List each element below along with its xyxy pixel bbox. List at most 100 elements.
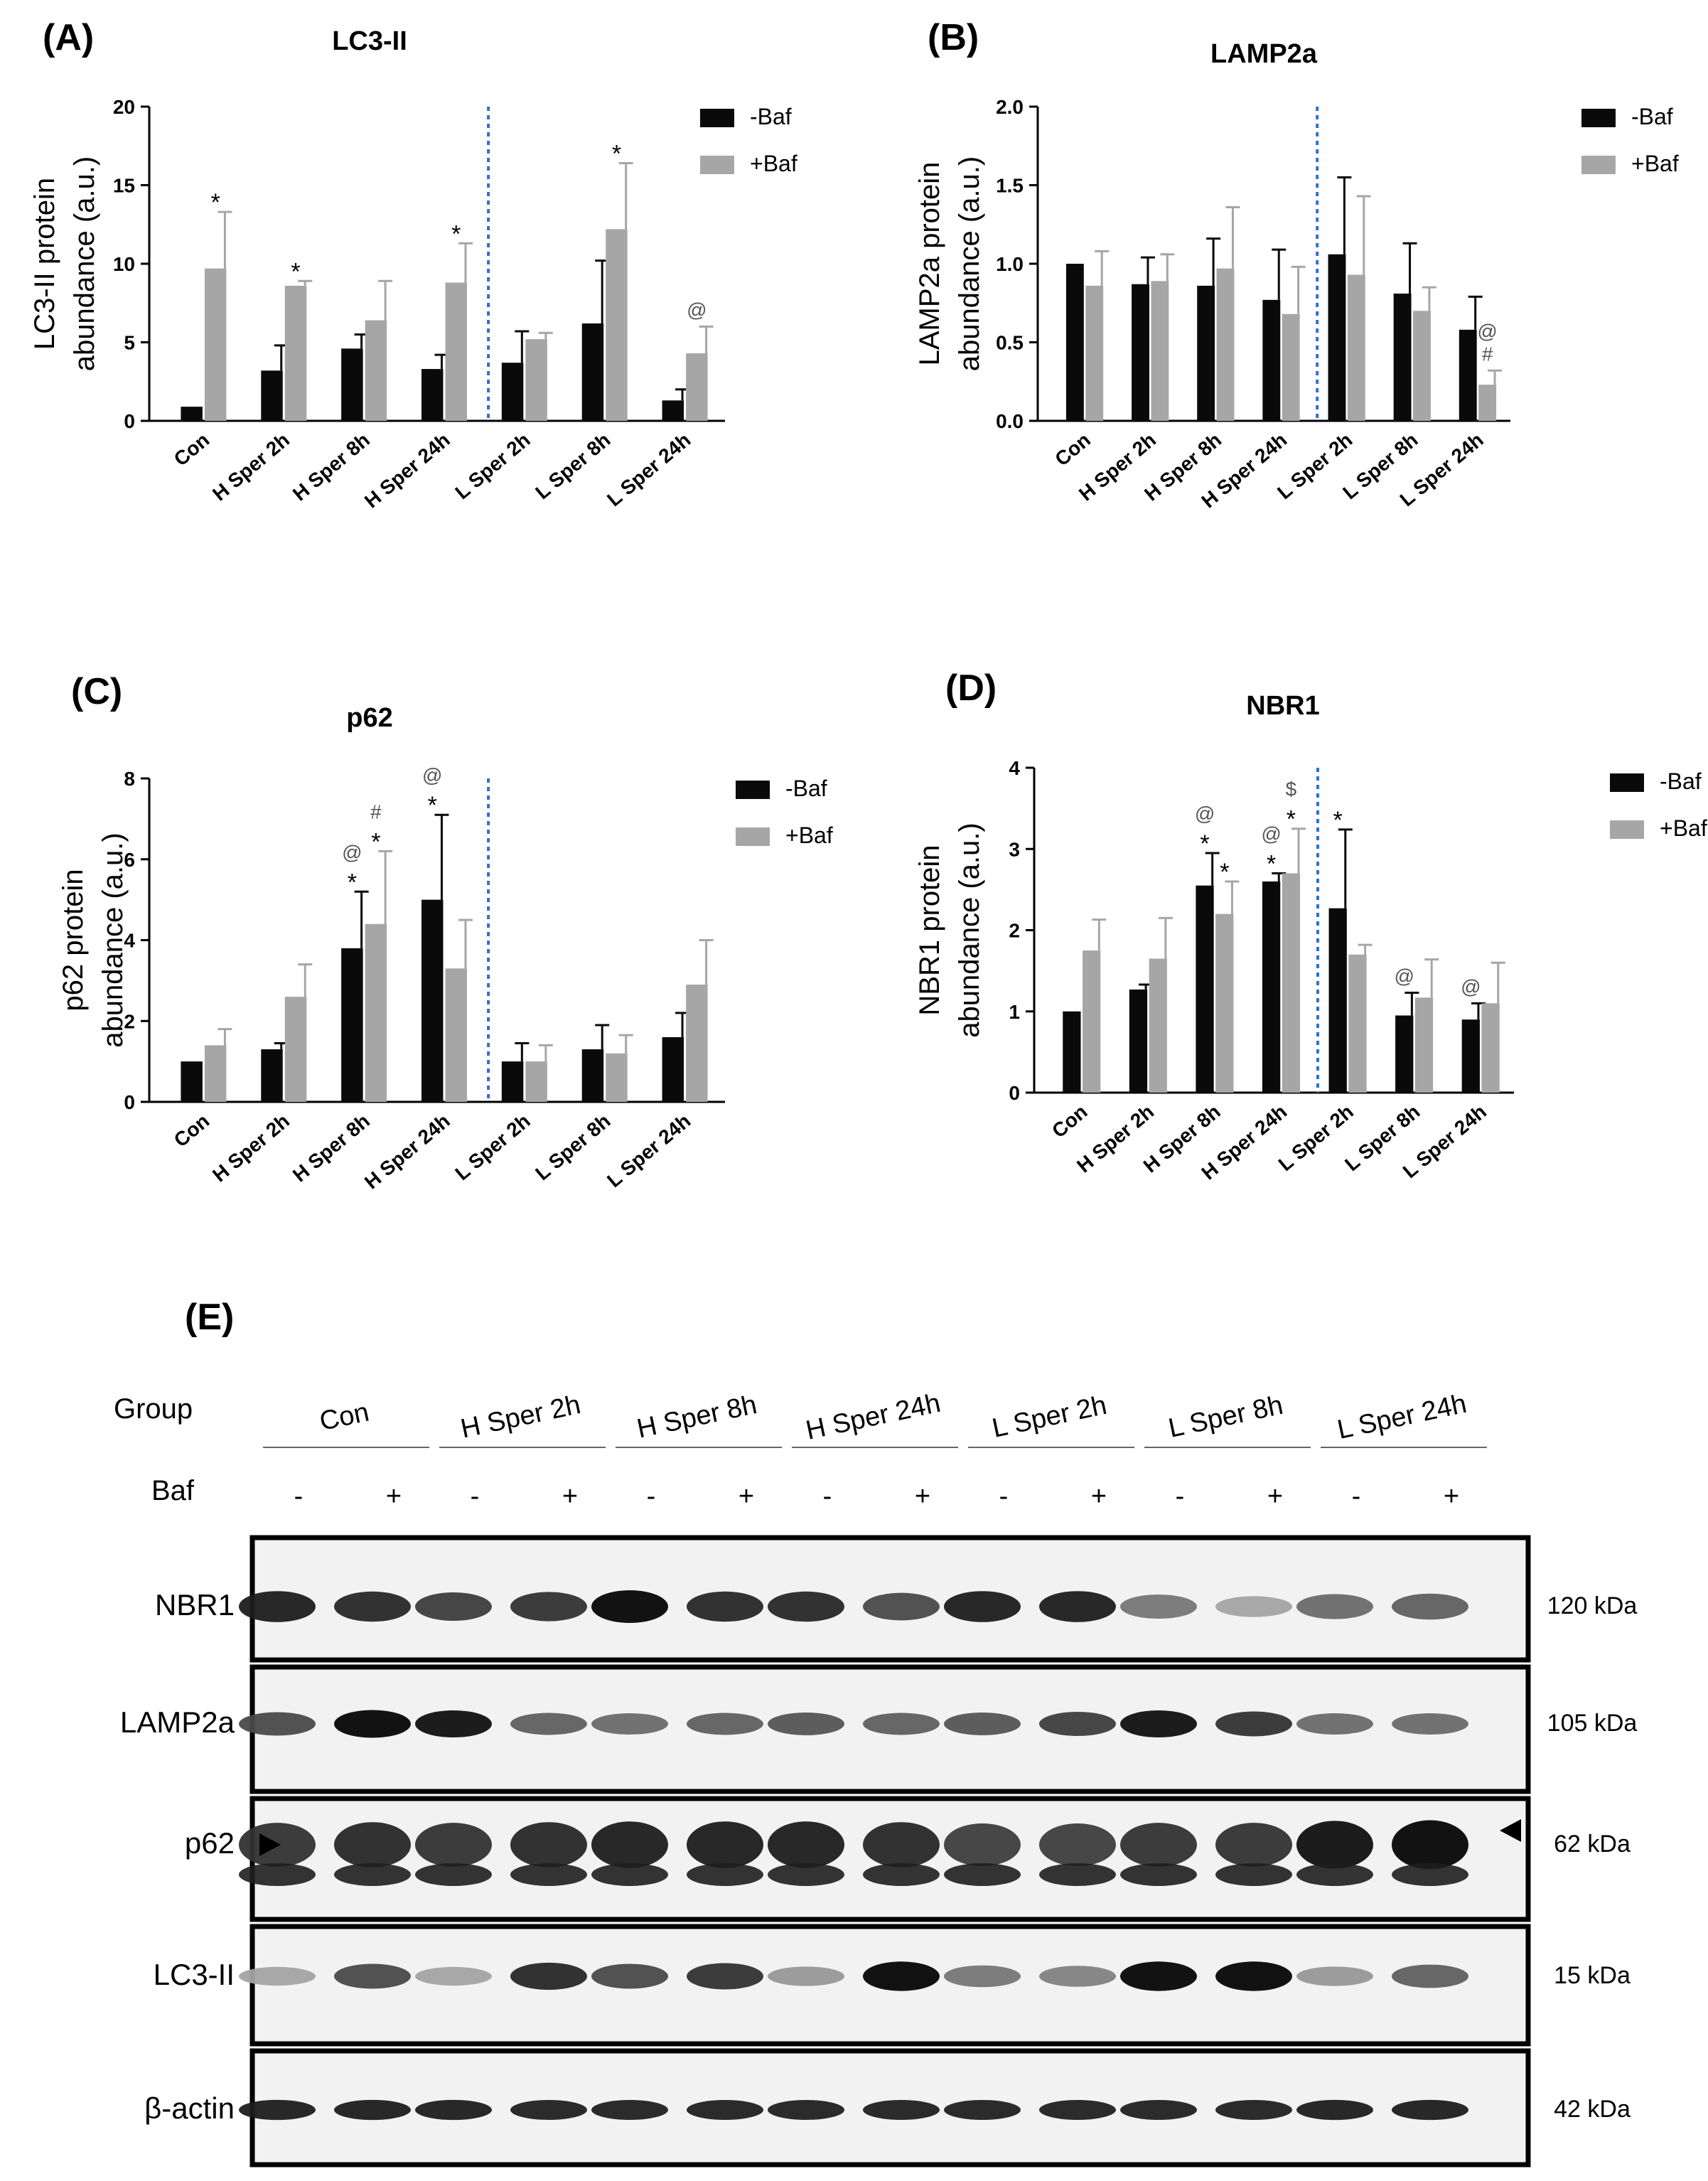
legend-label-plus-baf: +Baf (1660, 815, 1707, 841)
blot-band (944, 1965, 1021, 1988)
significance-mark: * (451, 220, 461, 247)
blot-band (1296, 1821, 1373, 1869)
blot-group-label: H Sper 24h (803, 1388, 943, 1446)
blot-group-label: H Sper 8h (634, 1390, 759, 1445)
blot-band (863, 1592, 940, 1621)
blot-band-lower (239, 1863, 316, 1886)
blot-band (1039, 2099, 1116, 2121)
blot-band (863, 1713, 940, 1735)
western-blot-panel: (E) Group Baf Con H Sper 2h H Sper 8h H Sper 2… (114, 1297, 1638, 2167)
x-tick-label: L Sper 2h (451, 429, 534, 503)
blot-band (944, 1713, 1021, 1735)
panel-letter: (E) (185, 1297, 234, 1338)
y-tick-label: 5 (124, 332, 135, 354)
y-axis-label: p62 protein (58, 869, 89, 1011)
bar-minus-baf (1132, 284, 1149, 421)
bar-minus-baf (261, 1049, 283, 1102)
bar-plus-baf (1216, 268, 1235, 421)
blot-row: LC3-II 15 kDa (154, 1924, 1631, 2047)
legend: -Baf +Baf (700, 104, 797, 176)
blot-band (1120, 1595, 1197, 1619)
significance-mark: * (428, 792, 437, 819)
legend-label-plus-baf: +Baf (1631, 151, 1679, 176)
blot-band (239, 1966, 316, 1986)
chart-title: LC3-II (332, 26, 407, 56)
significance-mark: * (1220, 859, 1229, 886)
bar-plus-baf (1215, 913, 1234, 1093)
blot-row-label: p62 (185, 1826, 235, 1860)
y-tick-label: 2 (1009, 920, 1020, 942)
blot-band (239, 2099, 316, 2121)
blot-band-lower (1120, 1863, 1197, 1886)
significance-mark: * (1200, 830, 1209, 857)
legend-swatch-minus-baf (1610, 773, 1644, 792)
bar-plus-baf (204, 1045, 227, 1102)
bar-plus-baf (1083, 950, 1101, 1093)
y-axis-label: abundance (a.u.) (69, 156, 100, 371)
significance-mark: * (291, 258, 300, 285)
bar-minus-baf (1328, 254, 1346, 421)
blot-band-lower (1392, 1863, 1468, 1886)
bar-plus-baf (1414, 997, 1434, 1093)
blot-band (687, 1713, 763, 1735)
y-axis-label: NBR1 protein (914, 845, 945, 1015)
x-tick-label: L Sper 8h (531, 429, 614, 503)
significance-mark: @ (1195, 803, 1215, 825)
bar-minus-baf (261, 370, 283, 421)
bar-minus-baf (1262, 299, 1281, 421)
blot-kda-label: 120 kDa (1547, 1592, 1638, 1619)
bar-minus-baf (662, 400, 684, 421)
blot-band (1296, 1594, 1373, 1619)
bar-minus-baf (1393, 293, 1412, 421)
y-tick-label: 8 (124, 768, 135, 790)
blot-row-label: LAMP2a (120, 1705, 235, 1739)
blot-band (768, 1966, 844, 1986)
panel-letter: (C) (71, 671, 122, 712)
chart-title: p62 (346, 703, 392, 733)
y-tick-label: 15 (113, 175, 135, 197)
blot-band (1296, 1713, 1373, 1735)
baf-sign: - (1176, 1481, 1185, 1511)
y-tick-label: 2 (124, 1010, 135, 1032)
bar-minus-baf (501, 363, 524, 421)
blot-band (510, 1822, 587, 1867)
blot-band (334, 1822, 411, 1867)
legend-swatch-minus-baf (700, 109, 734, 127)
baf-sign: - (999, 1481, 1009, 1511)
blot-band (1120, 2099, 1197, 2121)
baf-sign: - (823, 1481, 832, 1511)
legend: -Baf +Baf (1610, 768, 1707, 841)
chart-panel-b: (B) LAMP2a LAMP2a protein abundance (a.u.) 0… (914, 17, 1679, 513)
blot-band (1039, 1712, 1116, 1736)
y-tick-label: 1.5 (996, 175, 1024, 197)
baf-sign: - (294, 1481, 304, 1511)
bar-minus-baf (662, 1037, 684, 1102)
blot-row: β-actin 42 kDa (144, 2048, 1631, 2167)
blot-band (1215, 1711, 1292, 1737)
blot-band (510, 1962, 587, 1990)
bar-minus-baf (1395, 1015, 1414, 1093)
baf-sign: - (647, 1481, 656, 1511)
blot-band (334, 1591, 411, 1622)
blot-band-lower (863, 1863, 940, 1886)
significance-mark: # (370, 800, 382, 822)
blot-kda-label: 62 kDa (1554, 1831, 1631, 1858)
legend: -Baf +Baf (1581, 104, 1679, 176)
y-tick-label: 1 (1009, 1001, 1020, 1023)
bar-plus-baf (1478, 385, 1497, 421)
bar-minus-baf (501, 1061, 524, 1102)
blot-band (863, 2099, 940, 2121)
significance-mark: @ (1461, 975, 1481, 997)
blot-band (1039, 1591, 1116, 1622)
arrowhead-right-icon (1500, 1819, 1521, 1842)
bar-plus-baf (606, 1053, 628, 1102)
y-axis-label: abundance (a.u.) (954, 822, 985, 1037)
bar-minus-baf (581, 1049, 604, 1102)
panel-letter: (D) (945, 668, 997, 709)
significance-mark: @ (1477, 320, 1497, 342)
blot-band-lower (334, 1863, 411, 1886)
y-tick-label: 10 (113, 253, 135, 275)
blot-band (1392, 1593, 1468, 1620)
arrowhead-left-icon (259, 1833, 281, 1856)
panel-letter: (B) (928, 17, 979, 58)
